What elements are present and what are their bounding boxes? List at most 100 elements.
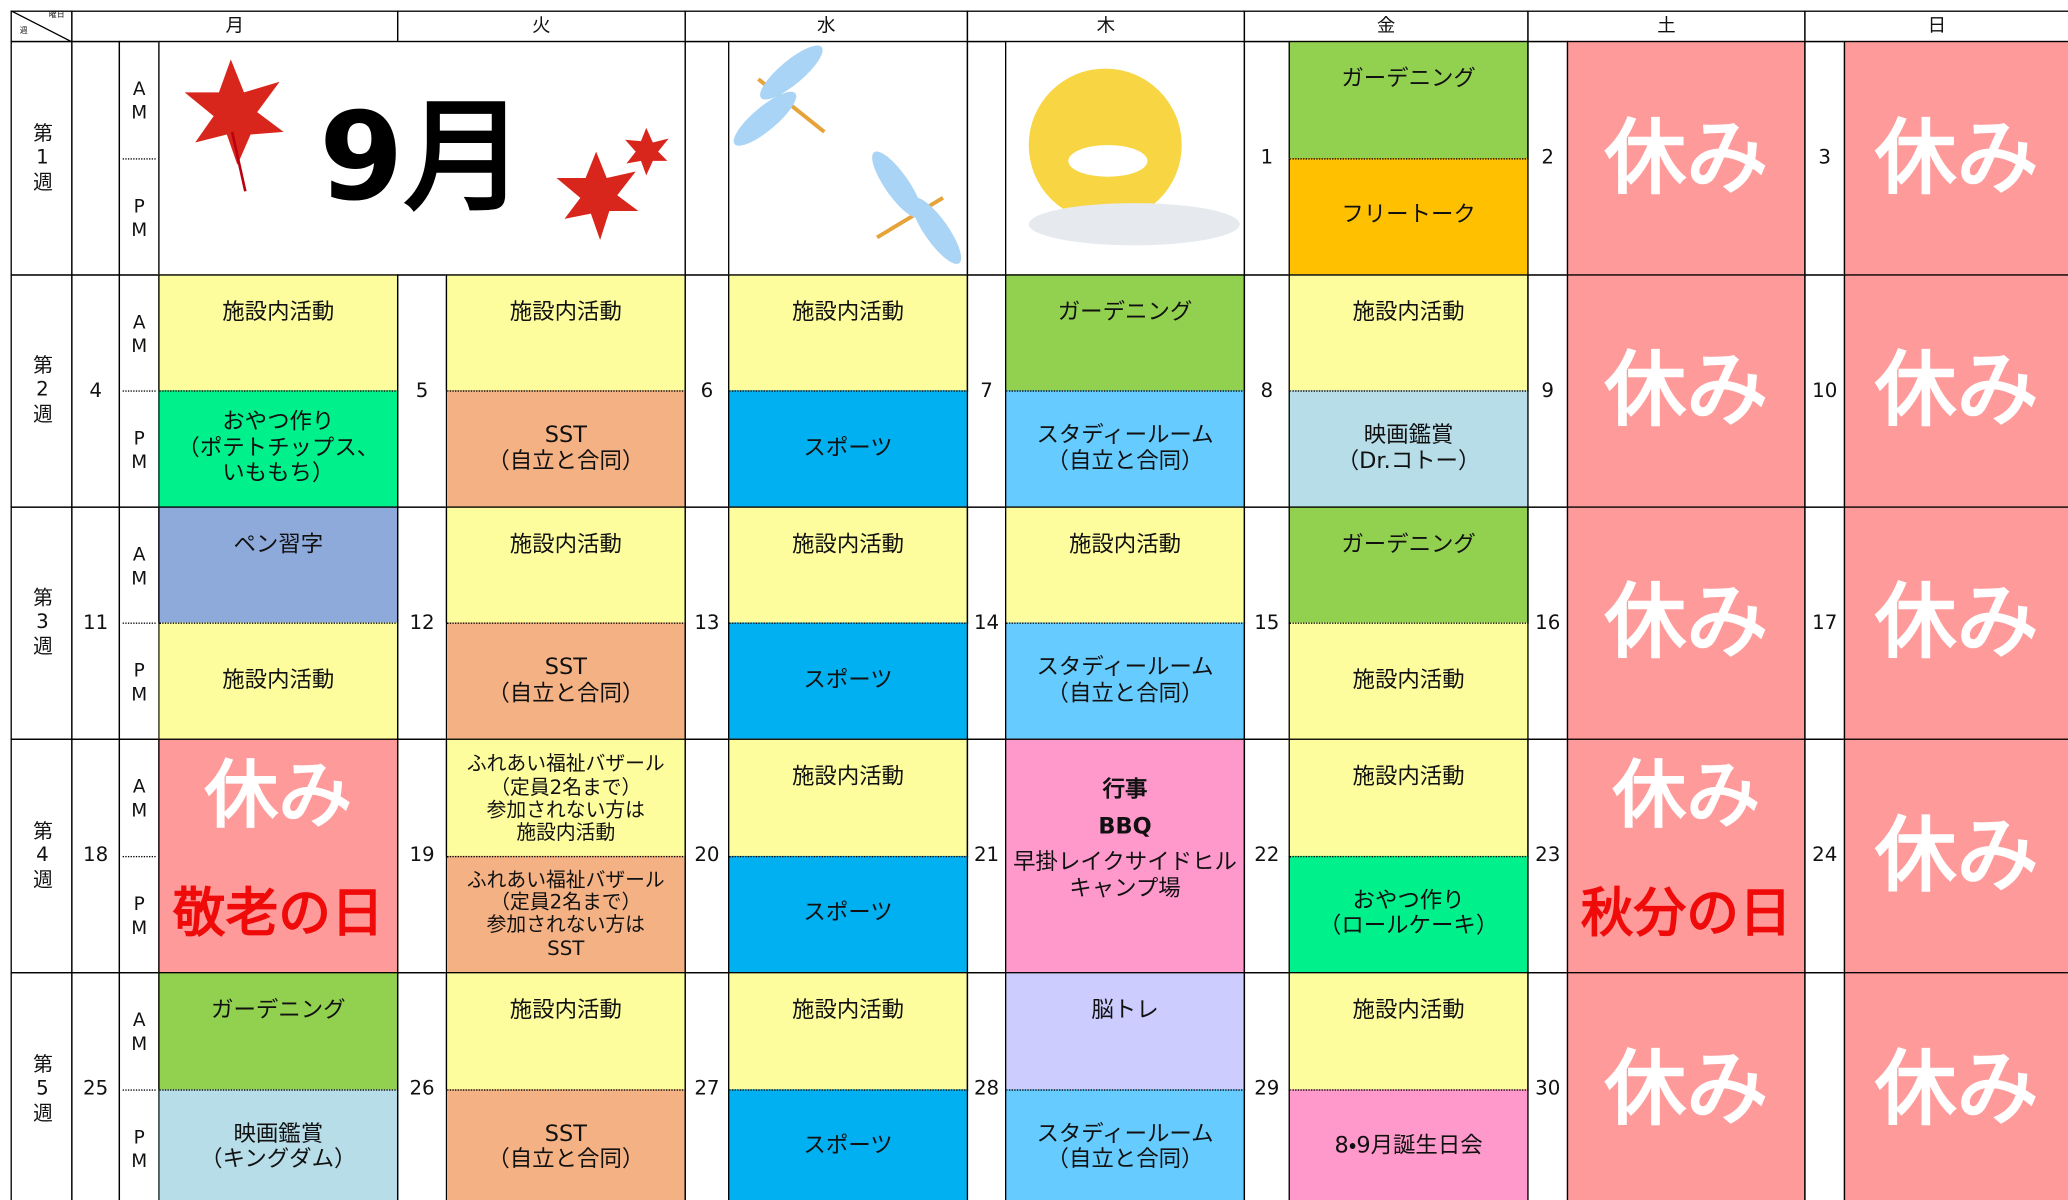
holiday-name: 敬老の日 <box>172 883 384 945</box>
activity-text: SST （自立と合同） <box>487 421 645 475</box>
event-line: 早掛レイクサイドヒルキャンプ場 <box>1013 849 1237 902</box>
event-text: 行事 BBQ 早掛レイクサイドヒルキャンプ場 <box>1010 776 1239 967</box>
day-number-cell: 3 <box>1804 40 1846 276</box>
am-label: AM <box>128 312 150 361</box>
day-number-cell: 18 <box>71 738 121 974</box>
rest-cell <box>1566 972 1806 1200</box>
corner-day: 曜日 <box>48 10 65 20</box>
pm-label: PM <box>128 893 150 942</box>
event-line: 行事 <box>1102 776 1148 804</box>
pm-cell <box>728 390 969 508</box>
activity-text: SST （自立と合同） <box>487 1120 645 1173</box>
activity-text: 施設内活動 <box>791 299 905 326</box>
ampm-divider <box>122 157 156 159</box>
pm-cell <box>1005 622 1246 740</box>
day-header: 木 <box>966 10 1246 43</box>
am-cell <box>728 972 969 1091</box>
day-header: 火 <box>396 10 686 43</box>
am-cell <box>1288 274 1529 392</box>
am-cell <box>1005 274 1246 392</box>
pm-cell <box>445 390 686 508</box>
am-cell <box>445 506 686 624</box>
am-cell <box>1288 972 1529 1091</box>
rest-cell <box>1566 738 1806 974</box>
activity-text: スポーツ <box>803 666 893 694</box>
rest-text: 休み <box>1874 109 2039 206</box>
week-label-text: 第2週 <box>30 354 55 427</box>
activity-text: ふれあい福祉バザール （定員2名まで） 参加されない方は SST <box>466 867 665 960</box>
day-header: 土 <box>1527 10 1806 43</box>
pm-cell <box>728 622 969 740</box>
pm-label: PM <box>128 1127 150 1175</box>
activity-text: スポーツ <box>803 900 893 927</box>
am-cell <box>445 972 686 1091</box>
corner-week: 週 <box>19 26 28 36</box>
day-number-cell: 10 <box>1804 274 1846 508</box>
illustration-cell <box>728 40 969 276</box>
am-cell <box>158 274 399 392</box>
day-header: 日 <box>1804 10 2068 43</box>
activity-text: おやつ作り （ポテトチップス、 いももち） <box>177 409 380 488</box>
ampm-divider <box>122 855 156 857</box>
am-label: AM <box>128 777 150 825</box>
pm-cell <box>1288 157 1529 276</box>
activity-text: スポーツ <box>803 434 893 462</box>
ampm-divider <box>122 622 156 624</box>
activity-text: 施設内活動 <box>509 997 622 1024</box>
day-number-cell: 7 <box>966 274 1007 508</box>
pm-cell <box>1288 390 1529 508</box>
rest-text: 休み <box>1874 806 2039 904</box>
rest-cell <box>1566 506 1806 740</box>
day-header: 金 <box>1243 10 1529 43</box>
activity-text: フリートーク <box>1341 202 1476 229</box>
activity-text: ガーデニング <box>1057 299 1193 326</box>
activity-text: 8・9月誕生日会 <box>1334 1133 1483 1160</box>
rest-text: 休み <box>1874 342 2039 439</box>
activity-text: 施設内活動 <box>791 997 905 1024</box>
activity-text: ガーデニング <box>211 997 346 1024</box>
day-number-cell: 1 <box>1243 40 1290 276</box>
day-header: 水 <box>684 10 969 43</box>
am-label: AM <box>128 79 150 127</box>
pm-cell <box>158 390 399 508</box>
activity-text: 施設内活動 <box>222 666 335 694</box>
day-number-cell: 8 <box>1243 274 1290 508</box>
day-number-cell: 15 <box>1243 506 1290 740</box>
am-label: AM <box>128 1010 150 1059</box>
week-label-text: 第3週 <box>30 586 55 659</box>
day-number-cell: 9 <box>1527 274 1569 508</box>
ampm-divider <box>122 390 156 392</box>
week-label-text: 第4週 <box>30 819 55 891</box>
day-number-cell <box>71 40 121 276</box>
am-cell <box>1288 738 1529 857</box>
day-number-cell: 30 <box>1527 972 1569 1200</box>
activity-text: 施設内活動 <box>509 299 622 326</box>
day-number-cell: 24 <box>1804 738 1846 974</box>
activity-text: スポーツ <box>803 1133 893 1160</box>
activity-text: ペン習字 <box>233 531 324 558</box>
pm-cell <box>728 1088 969 1200</box>
pm-cell <box>1288 1088 1529 1200</box>
day-number-cell: 29 <box>1243 972 1290 1200</box>
activity-text: 映画鑑賞 （キングダム） <box>200 1120 357 1173</box>
rest-cell <box>1843 40 2068 276</box>
activity-text: 施設内活動 <box>1352 997 1465 1024</box>
activity-text: おやつ作り （ロールケーキ） <box>1318 887 1499 940</box>
activity-text: 脳トレ <box>1091 997 1159 1024</box>
rest-cell <box>1566 274 1806 508</box>
pm-cell <box>728 855 969 974</box>
event-line: BBQ <box>1098 813 1152 840</box>
day-number-cell: 26 <box>396 972 448 1200</box>
holiday-name: 秋分の日 <box>1580 883 1792 945</box>
activity-text: スタディールーム （自立と合同） <box>1036 1120 1214 1173</box>
corner-diagonal <box>10 10 73 43</box>
pm-cell <box>445 855 686 974</box>
day-number-cell: 5 <box>396 274 448 508</box>
day-number-cell: 20 <box>684 738 730 974</box>
banner: 9月 <box>158 40 686 276</box>
rest-text: 休み <box>1604 109 1768 206</box>
am-cell <box>1005 506 1246 624</box>
activity-text: SST （自立と合同） <box>487 654 645 707</box>
